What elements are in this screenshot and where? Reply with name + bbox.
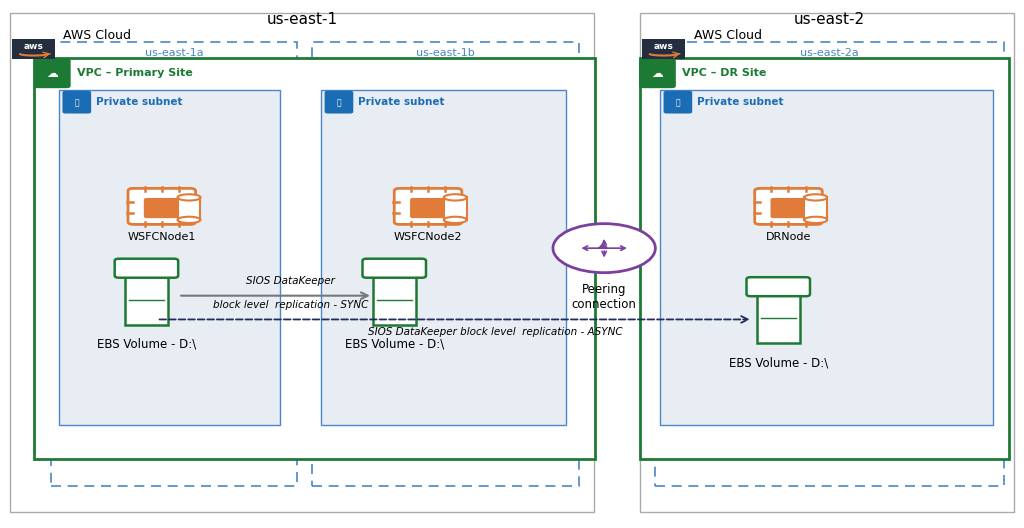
Text: us-east-2: us-east-2	[794, 12, 865, 27]
Bar	[757, 293, 800, 343]
Text: us-east-2a: us-east-2a	[800, 48, 859, 58]
Bar	[312, 42, 579, 486]
FancyBboxPatch shape	[664, 91, 692, 114]
Ellipse shape	[443, 216, 467, 223]
Text: Private subnet: Private subnet	[358, 98, 444, 107]
Text: us-east-1: us-east-1	[266, 12, 338, 27]
FancyBboxPatch shape	[325, 91, 353, 114]
Bar	[655, 42, 1004, 486]
FancyBboxPatch shape	[362, 259, 426, 278]
FancyBboxPatch shape	[755, 188, 822, 224]
Text: VPC – Primary Site: VPC – Primary Site	[77, 69, 193, 78]
Text: Peering
connection: Peering connection	[571, 283, 637, 311]
Ellipse shape	[804, 216, 827, 223]
Bar	[373, 275, 416, 325]
Bar	[804, 197, 827, 220]
Bar	[59, 90, 280, 425]
Ellipse shape	[443, 194, 467, 201]
Bar	[12, 39, 55, 59]
FancyBboxPatch shape	[62, 91, 91, 114]
Text: AWS Cloud: AWS Cloud	[694, 29, 762, 42]
FancyBboxPatch shape	[410, 198, 446, 218]
Text: SIOS DataKeeper block level  replication - ASYNC: SIOS DataKeeper block level replication …	[369, 327, 623, 337]
Text: EBS Volume - D:\: EBS Volume - D:\	[729, 356, 827, 370]
Text: ☁: ☁	[596, 239, 608, 252]
Text: aws: aws	[24, 42, 44, 51]
Text: VPC – DR Site: VPC – DR Site	[682, 69, 766, 78]
Bar	[642, 39, 685, 59]
Text: 🔒: 🔒	[337, 98, 341, 107]
Text: us-east-1a: us-east-1a	[144, 48, 204, 58]
FancyBboxPatch shape	[128, 188, 196, 224]
Bar	[125, 275, 168, 325]
Bar	[177, 197, 201, 220]
Bar	[51, 42, 297, 486]
Text: WSFCNode2: WSFCNode2	[394, 232, 462, 242]
Text: Private subnet: Private subnet	[697, 98, 783, 107]
Ellipse shape	[177, 194, 201, 201]
Text: Private subnet: Private subnet	[96, 98, 182, 107]
FancyBboxPatch shape	[394, 188, 462, 224]
Bar	[640, 13, 1014, 512]
Bar	[34, 58, 595, 459]
Bar	[660, 90, 993, 425]
Bar	[443, 197, 467, 220]
Text: block level  replication - SYNC: block level replication - SYNC	[213, 300, 369, 310]
Text: 🔒: 🔒	[75, 98, 79, 107]
Ellipse shape	[177, 216, 201, 223]
Text: aws: aws	[653, 42, 674, 51]
Bar	[10, 13, 594, 512]
Text: ☁: ☁	[651, 67, 664, 80]
Text: WSFCNode1: WSFCNode1	[128, 232, 196, 242]
Text: DRNode: DRNode	[766, 232, 811, 242]
Text: AWS Cloud: AWS Cloud	[63, 29, 131, 42]
FancyBboxPatch shape	[770, 198, 807, 218]
Bar	[321, 90, 566, 425]
Text: EBS Volume - D:\: EBS Volume - D:\	[97, 338, 196, 351]
Ellipse shape	[804, 194, 827, 201]
Text: ☁: ☁	[46, 67, 58, 80]
Text: EBS Volume - D:\: EBS Volume - D:\	[345, 338, 443, 351]
FancyBboxPatch shape	[746, 277, 810, 296]
Text: SIOS DataKeeper: SIOS DataKeeper	[247, 276, 335, 286]
FancyBboxPatch shape	[639, 59, 676, 88]
Text: 🔒: 🔒	[676, 98, 680, 107]
FancyBboxPatch shape	[143, 198, 180, 218]
Ellipse shape	[553, 224, 655, 272]
Bar	[640, 58, 1009, 459]
Text: us-east-1b: us-east-1b	[416, 48, 475, 58]
FancyBboxPatch shape	[115, 259, 178, 278]
FancyBboxPatch shape	[34, 59, 71, 88]
